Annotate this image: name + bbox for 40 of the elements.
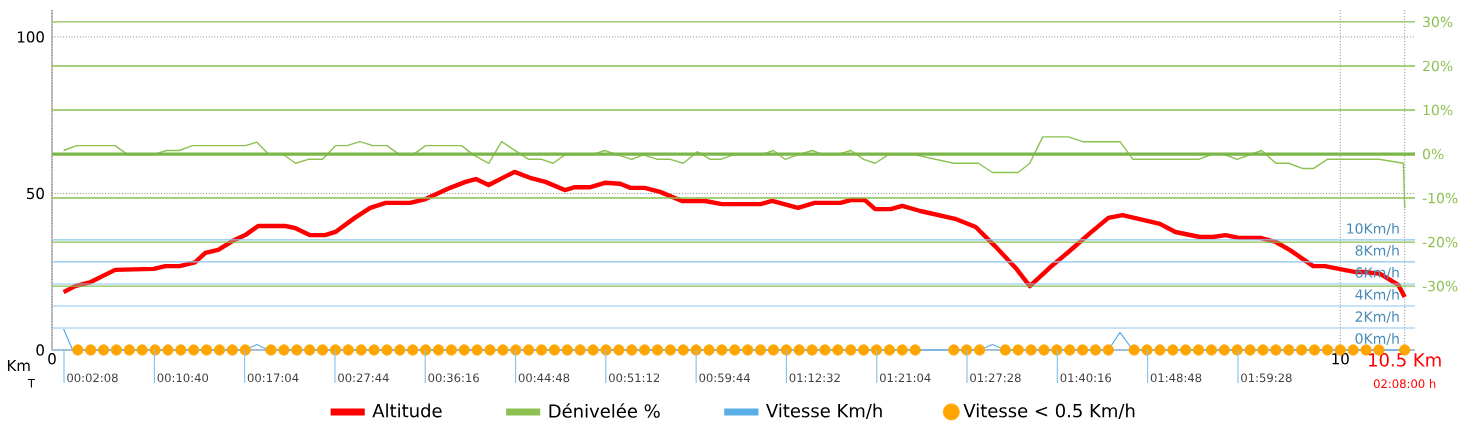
text: 01:48:48 [1150,373,1202,383]
y-tick-label: 50 [27,187,44,200]
text: 00:10:40 [157,373,209,383]
y2-tick-label: 10% [1423,104,1453,116]
y2-tick-label: -10% [1422,192,1458,204]
x-tick-label: 0 [48,353,56,365]
y3-tick-label: 2Km/h [1355,311,1399,323]
y-tick-label: 100 [17,31,44,43]
text: 01:40:16 [1060,373,1112,383]
text: 01:59:28 [1241,373,1292,383]
y3-tick-label: 0Km/h [1355,333,1399,345]
y3-tick-label: 10Km/h [1347,222,1399,235]
text: 00:27:44 [338,373,389,383]
text: 01:21:04 [879,373,931,383]
y2-tick-label: 30% [1423,16,1453,28]
y2-tick-label: -20% [1422,236,1458,248]
y2-tick-label: 0% [1422,148,1444,160]
x-axis-title: Km [7,360,30,371]
y3-tick-label: 4Km/h [1355,288,1399,301]
text: T [27,379,35,388]
text: 00:59:44 [699,373,750,383]
text: 00:44:48 [518,373,570,383]
text: 00:36:16 [428,373,479,383]
legend-label: Vitesse Km/h [766,403,882,419]
y2-tick-label: 20% [1423,60,1453,72]
y3-tick-label: 8Km/h [1355,244,1399,257]
text: 00:51:12 [608,373,660,383]
x-tick-label: 10.5 Km [1369,353,1441,367]
text: 02:08:00 h [1373,379,1436,389]
y-tick-label: 0 [36,344,44,356]
text: 00:02:08 [67,373,118,383]
line-series [61,169,1407,300]
x-tick-label: 10 [1332,353,1349,365]
y2-tick-label: -30% [1422,280,1458,292]
text: 01:27:28 [970,373,1021,383]
legend-label: Dénivelée % [549,403,660,418]
text: 00:17:04 [247,373,299,383]
legend-label: Altitude [372,403,442,418]
text: 01:12:32 [789,373,840,383]
legend-label: Vitesse < 0.5 Km/h [963,403,1135,419]
